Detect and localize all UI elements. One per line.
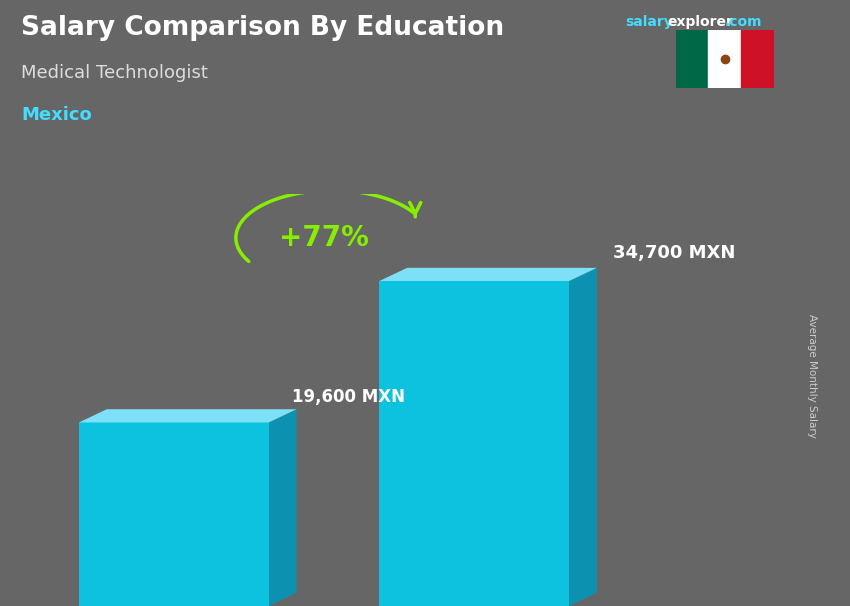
Polygon shape [79, 422, 269, 606]
Bar [676, 30, 708, 88]
Text: explorer: explorer [667, 15, 733, 29]
Text: Average Monthly Salary: Average Monthly Salary [807, 314, 817, 438]
Text: Medical Technologist: Medical Technologist [21, 64, 208, 82]
Text: Mexico: Mexico [21, 106, 92, 124]
Polygon shape [79, 409, 297, 422]
Text: .com: .com [725, 15, 762, 29]
Polygon shape [379, 281, 570, 606]
Bar [708, 30, 741, 88]
Text: 34,700 MXN: 34,700 MXN [613, 244, 735, 262]
Bar [741, 30, 774, 88]
Polygon shape [379, 268, 597, 281]
Text: Salary Comparison By Education: Salary Comparison By Education [21, 15, 504, 41]
Polygon shape [570, 268, 597, 606]
Text: +77%: +77% [279, 224, 369, 251]
Polygon shape [269, 409, 297, 606]
Text: salary: salary [625, 15, 672, 29]
Text: 19,600 MXN: 19,600 MXN [292, 388, 405, 406]
